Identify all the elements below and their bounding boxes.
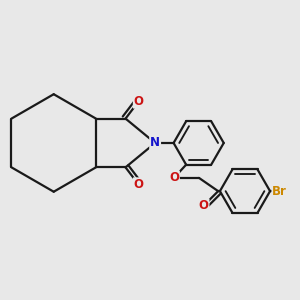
Text: O: O (134, 95, 144, 108)
Text: Br: Br (272, 185, 287, 198)
Text: N: N (150, 136, 160, 149)
Text: O: O (199, 199, 208, 212)
Text: O: O (134, 178, 144, 191)
Text: O: O (169, 171, 179, 184)
